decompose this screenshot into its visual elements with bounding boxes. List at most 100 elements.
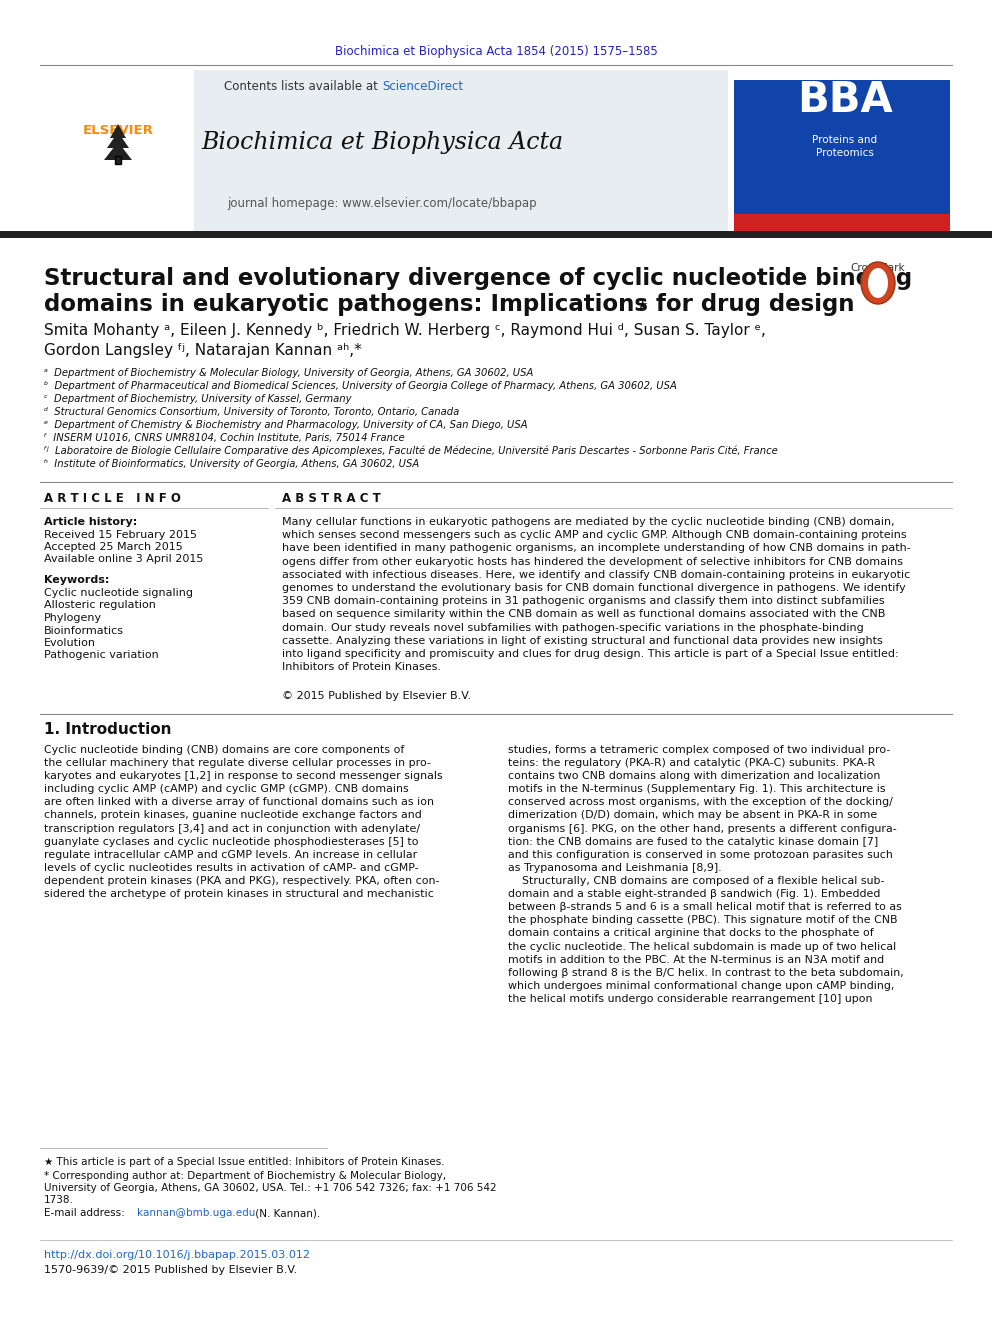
Text: domain. Our study reveals novel subfamilies with pathogen-specific variations in: domain. Our study reveals novel subfamil… — [282, 623, 864, 632]
Text: Cyclic nucleotide signaling: Cyclic nucleotide signaling — [44, 587, 193, 598]
FancyBboxPatch shape — [42, 70, 194, 232]
Text: ᵈ  Structural Genomics Consortium, University of Toronto, Toronto, Ontario, Cana: ᵈ Structural Genomics Consortium, Univer… — [44, 407, 459, 417]
Text: have been identified in many pathogenic organisms, an incomplete understanding o: have been identified in many pathogenic … — [282, 544, 911, 553]
Text: Bioinformatics: Bioinformatics — [44, 626, 124, 635]
Text: which senses second messengers such as cyclic AMP and cyclic GMP. Although CNB d: which senses second messengers such as c… — [282, 531, 907, 540]
Text: and this configuration is conserved in some protozoan parasites such: and this configuration is conserved in s… — [508, 849, 893, 860]
FancyBboxPatch shape — [115, 156, 121, 164]
Text: Biochimica et Biophysica Acta: Biochimica et Biophysica Acta — [201, 131, 563, 155]
Text: 1738.: 1738. — [44, 1195, 73, 1205]
Text: Biochimica et Biophysica Acta 1854 (2015) 1575–1585: Biochimica et Biophysica Acta 1854 (2015… — [334, 45, 658, 58]
Text: dimerization (D/D) domain, which may be absent in PKA-R in some: dimerization (D/D) domain, which may be … — [508, 811, 877, 820]
Text: the cellular machinery that regulate diverse cellular processes in pro-: the cellular machinery that regulate div… — [44, 758, 431, 769]
Text: motifs in the N-terminus (Supplementary Fig. 1). This architecture is: motifs in the N-terminus (Supplementary … — [508, 785, 886, 794]
Polygon shape — [107, 132, 129, 148]
Text: ELSEVIER: ELSEVIER — [82, 123, 154, 136]
Text: associated with infectious diseases. Here, we identify and classify CNB domain-c: associated with infectious diseases. Her… — [282, 570, 911, 579]
Polygon shape — [110, 124, 126, 138]
Text: ScienceDirect: ScienceDirect — [382, 81, 463, 94]
Text: Evolution: Evolution — [44, 638, 96, 648]
Text: conserved across most organisms, with the exception of the docking/: conserved across most organisms, with th… — [508, 798, 893, 807]
Text: Cyclic nucleotide binding (CNB) domains are core components of: Cyclic nucleotide binding (CNB) domains … — [44, 745, 405, 755]
Text: karyotes and eukaryotes [1,2] in response to second messenger signals: karyotes and eukaryotes [1,2] in respons… — [44, 771, 442, 781]
Text: University of Georgia, Athens, GA 30602, USA. Tel.: +1 706 542 7326; fax: +1 706: University of Georgia, Athens, GA 30602,… — [44, 1183, 497, 1193]
Polygon shape — [104, 142, 132, 160]
Text: based on sequence similarity within the CNB domain as well as functional domains: based on sequence similarity within the … — [282, 610, 886, 619]
Text: Proteomics: Proteomics — [816, 148, 874, 157]
Text: 1. Introduction: 1. Introduction — [44, 722, 172, 737]
Text: (N. Kannan).: (N. Kannan). — [252, 1208, 320, 1218]
Text: E-mail address:: E-mail address: — [44, 1208, 128, 1218]
Text: tion: the CNB domains are fused to the catalytic kinase domain [7]: tion: the CNB domains are fused to the c… — [508, 836, 878, 847]
Text: levels of cyclic nucleotides results in activation of cAMP- and cGMP-: levels of cyclic nucleotides results in … — [44, 863, 419, 873]
Text: ᵉ  Department of Chemistry & Biochemistry and Pharmacology, University of CA, Sa: ᵉ Department of Chemistry & Biochemistry… — [44, 419, 528, 430]
Ellipse shape — [861, 262, 895, 304]
Text: between β-strands 5 and 6 is a small helical motif that is referred to as: between β-strands 5 and 6 is a small hel… — [508, 902, 902, 912]
Ellipse shape — [868, 269, 888, 298]
Text: 1570-9639/© 2015 Published by Elsevier B.V.: 1570-9639/© 2015 Published by Elsevier B… — [44, 1265, 298, 1275]
Text: the cyclic nucleotide. The helical subdomain is made up of two helical: the cyclic nucleotide. The helical subdo… — [508, 942, 896, 951]
Text: the helical motifs undergo considerable rearrangement [10] upon: the helical motifs undergo considerable … — [508, 994, 873, 1004]
Text: Accepted 25 March 2015: Accepted 25 March 2015 — [44, 542, 183, 552]
Text: the phosphate binding cassette (PBC). This signature motif of the CNB: the phosphate binding cassette (PBC). Th… — [508, 916, 898, 925]
Text: are often linked with a diverse array of functional domains such as ion: are often linked with a diverse array of… — [44, 798, 434, 807]
Text: regulate intracellular cAMP and cGMP levels. An increase in cellular: regulate intracellular cAMP and cGMP lev… — [44, 849, 418, 860]
Text: including cyclic AMP (cAMP) and cyclic GMP (cGMP). CNB domains: including cyclic AMP (cAMP) and cyclic G… — [44, 785, 409, 794]
Text: ᶜ  Department of Biochemistry, University of Kassel, Germany: ᶜ Department of Biochemistry, University… — [44, 394, 351, 404]
Text: motifs in addition to the PBC. At the N-terminus is an N3A motif and: motifs in addition to the PBC. At the N-… — [508, 955, 884, 964]
Text: domains in eukaryotic pathogens: Implications for drug design: domains in eukaryotic pathogens: Implica… — [44, 294, 854, 316]
Text: into ligand specificity and promiscuity and clues for drug design. This article : into ligand specificity and promiscuity … — [282, 650, 899, 659]
Text: Keywords:: Keywords: — [44, 576, 109, 585]
Text: domain contains a critical arginine that docks to the phosphate of: domain contains a critical arginine that… — [508, 929, 874, 938]
Text: transcription regulators [3,4] and act in conjunction with adenylate/: transcription regulators [3,4] and act i… — [44, 824, 421, 833]
Text: ᵇ  Department of Pharmaceutical and Biomedical Sciences, University of Georgia C: ᵇ Department of Pharmaceutical and Biome… — [44, 381, 677, 392]
Text: A R T I C L E   I N F O: A R T I C L E I N F O — [44, 492, 181, 504]
Text: ★: ★ — [636, 299, 647, 311]
Text: Available online 3 April 2015: Available online 3 April 2015 — [44, 554, 203, 564]
Text: Smita Mohanty ᵃ, Eileen J. Kennedy ᵇ, Friedrich W. Herberg ᶜ, Raymond Hui ᵈ, Sus: Smita Mohanty ᵃ, Eileen J. Kennedy ᵇ, Fr… — [44, 323, 766, 337]
Text: Phylogeny: Phylogeny — [44, 613, 102, 623]
Text: sidered the archetype of protein kinases in structural and mechanistic: sidered the archetype of protein kinases… — [44, 889, 434, 900]
Text: studies, forms a tetrameric complex composed of two individual pro-: studies, forms a tetrameric complex comp… — [508, 745, 891, 755]
FancyBboxPatch shape — [734, 214, 950, 232]
Text: ᶠ  INSERM U1016, CNRS UMR8104, Cochin Institute, Paris, 75014 France: ᶠ INSERM U1016, CNRS UMR8104, Cochin Ins… — [44, 433, 405, 443]
Text: Pathogenic variation: Pathogenic variation — [44, 651, 159, 660]
Text: Gordon Langsley ᶠʲ, Natarajan Kannan ᵃʰ,*: Gordon Langsley ᶠʲ, Natarajan Kannan ᵃʰ,… — [44, 343, 362, 357]
FancyBboxPatch shape — [734, 70, 950, 232]
Text: Many cellular functions in eukaryotic pathogens are mediated by the cyclic nucle: Many cellular functions in eukaryotic pa… — [282, 517, 895, 527]
Text: which undergoes minimal conformational change upon cAMP binding,: which undergoes minimal conformational c… — [508, 980, 895, 991]
Text: Allosteric regulation: Allosteric regulation — [44, 601, 156, 610]
Text: * Corresponding author at: Department of Biochemistry & Molecular Biology,: * Corresponding author at: Department of… — [44, 1171, 446, 1181]
FancyBboxPatch shape — [0, 232, 992, 238]
Text: ᵃ  Department of Biochemistry & Molecular Biology, University of Georgia, Athens: ᵃ Department of Biochemistry & Molecular… — [44, 368, 534, 378]
Text: Contents lists available at: Contents lists available at — [224, 81, 382, 94]
FancyBboxPatch shape — [42, 70, 728, 232]
Text: CrossMark: CrossMark — [851, 263, 906, 273]
Text: Article history:: Article history: — [44, 517, 137, 527]
Text: ʰ  Institute of Bioinformatics, University of Georgia, Athens, GA 30602, USA: ʰ Institute of Bioinformatics, Universit… — [44, 459, 420, 468]
Text: BBA: BBA — [798, 79, 893, 120]
Text: organisms [6]. PKG, on the other hand, presents a different configura-: organisms [6]. PKG, on the other hand, p… — [508, 824, 897, 833]
Text: journal homepage: www.elsevier.com/locate/bbapap: journal homepage: www.elsevier.com/locat… — [227, 197, 537, 209]
Text: © 2015 Published by Elsevier B.V.: © 2015 Published by Elsevier B.V. — [282, 691, 471, 701]
Text: 359 CNB domain-containing proteins in 31 pathogenic organisms and classify them : 359 CNB domain-containing proteins in 31… — [282, 597, 885, 606]
Text: Inhibitors of Protein Kinases.: Inhibitors of Protein Kinases. — [282, 663, 441, 672]
Text: ᶠʲ  Laboratoire de Biologie Cellulaire Comparative des Apicomplexes, Faculté de : ᶠʲ Laboratoire de Biologie Cellulaire Co… — [44, 446, 778, 456]
Text: Received 15 February 2015: Received 15 February 2015 — [44, 531, 197, 540]
Text: Proteins and: Proteins and — [812, 135, 878, 146]
Text: as Trypanosoma and Leishmania [8,9].: as Trypanosoma and Leishmania [8,9]. — [508, 863, 721, 873]
Text: guanylate cyclases and cyclic nucleotide phosphodiesterases [5] to: guanylate cyclases and cyclic nucleotide… — [44, 836, 419, 847]
Text: ★ This article is part of a Special Issue entitled: Inhibitors of Protein Kinase: ★ This article is part of a Special Issu… — [44, 1158, 444, 1167]
Text: Structurally, CNB domains are composed of a flexible helical sub-: Structurally, CNB domains are composed o… — [508, 876, 885, 886]
Text: domain and a stable eight-stranded β sandwich (Fig. 1). Embedded: domain and a stable eight-stranded β san… — [508, 889, 880, 900]
Text: ogens differ from other eukaryotic hosts has hindered the development of selecti: ogens differ from other eukaryotic hosts… — [282, 557, 903, 566]
Text: channels, protein kinases, guanine nucleotide exchange factors and: channels, protein kinases, guanine nucle… — [44, 811, 422, 820]
Text: kannan@bmb.uga.edu: kannan@bmb.uga.edu — [137, 1208, 255, 1218]
Text: contains two CNB domains along with dimerization and localization: contains two CNB domains along with dime… — [508, 771, 880, 781]
Text: dependent protein kinases (PKA and PKG), respectively. PKA, often con-: dependent protein kinases (PKA and PKG),… — [44, 876, 439, 886]
Text: Structural and evolutionary divergence of cyclic nucleotide binding: Structural and evolutionary divergence o… — [44, 266, 912, 290]
Text: http://dx.doi.org/10.1016/j.bbapap.2015.03.012: http://dx.doi.org/10.1016/j.bbapap.2015.… — [44, 1250, 310, 1259]
Text: A B S T R A C T: A B S T R A C T — [282, 492, 381, 504]
Text: teins: the regulatory (PKA-R) and catalytic (PKA-C) subunits. PKA-R: teins: the regulatory (PKA-R) and cataly… — [508, 758, 875, 769]
Text: genomes to understand the evolutionary basis for CNB domain functional divergenc: genomes to understand the evolutionary b… — [282, 583, 906, 593]
